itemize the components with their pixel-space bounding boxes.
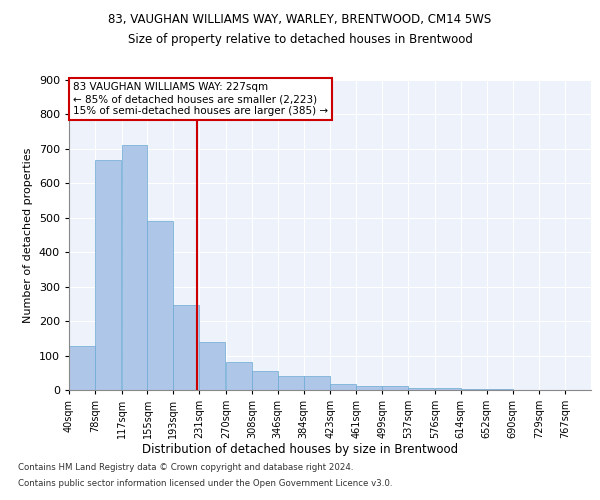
Text: Size of property relative to detached houses in Brentwood: Size of property relative to detached ho… [128, 32, 472, 46]
Bar [408, 388, 434, 390]
Text: 83 VAUGHAN WILLIAMS WAY: 227sqm
← 85% of detached houses are smaller (2,223)
15%: 83 VAUGHAN WILLIAMS WAY: 227sqm ← 85% of… [73, 82, 328, 116]
Text: 83, VAUGHAN WILLIAMS WAY, WARLEY, BRENTWOOD, CM14 5WS: 83, VAUGHAN WILLIAMS WAY, WARLEY, BRENTW… [109, 12, 491, 26]
Bar [435, 388, 461, 390]
Bar [226, 362, 252, 390]
Bar [148, 221, 173, 390]
Bar [199, 342, 225, 390]
Text: Contains HM Land Registry data © Crown copyright and database right 2024.: Contains HM Land Registry data © Crown c… [18, 464, 353, 472]
Bar [95, 160, 121, 390]
Text: Contains public sector information licensed under the Open Government Licence v3: Contains public sector information licen… [18, 478, 392, 488]
Bar [461, 389, 487, 390]
Bar [173, 304, 199, 390]
Bar [278, 376, 304, 390]
Bar [122, 146, 148, 390]
Bar [304, 376, 329, 390]
Bar [252, 371, 278, 390]
Y-axis label: Number of detached properties: Number of detached properties [23, 148, 33, 322]
Bar [382, 386, 408, 390]
Bar [69, 346, 95, 390]
Text: Distribution of detached houses by size in Brentwood: Distribution of detached houses by size … [142, 442, 458, 456]
Bar [331, 384, 356, 390]
Bar [356, 386, 382, 390]
